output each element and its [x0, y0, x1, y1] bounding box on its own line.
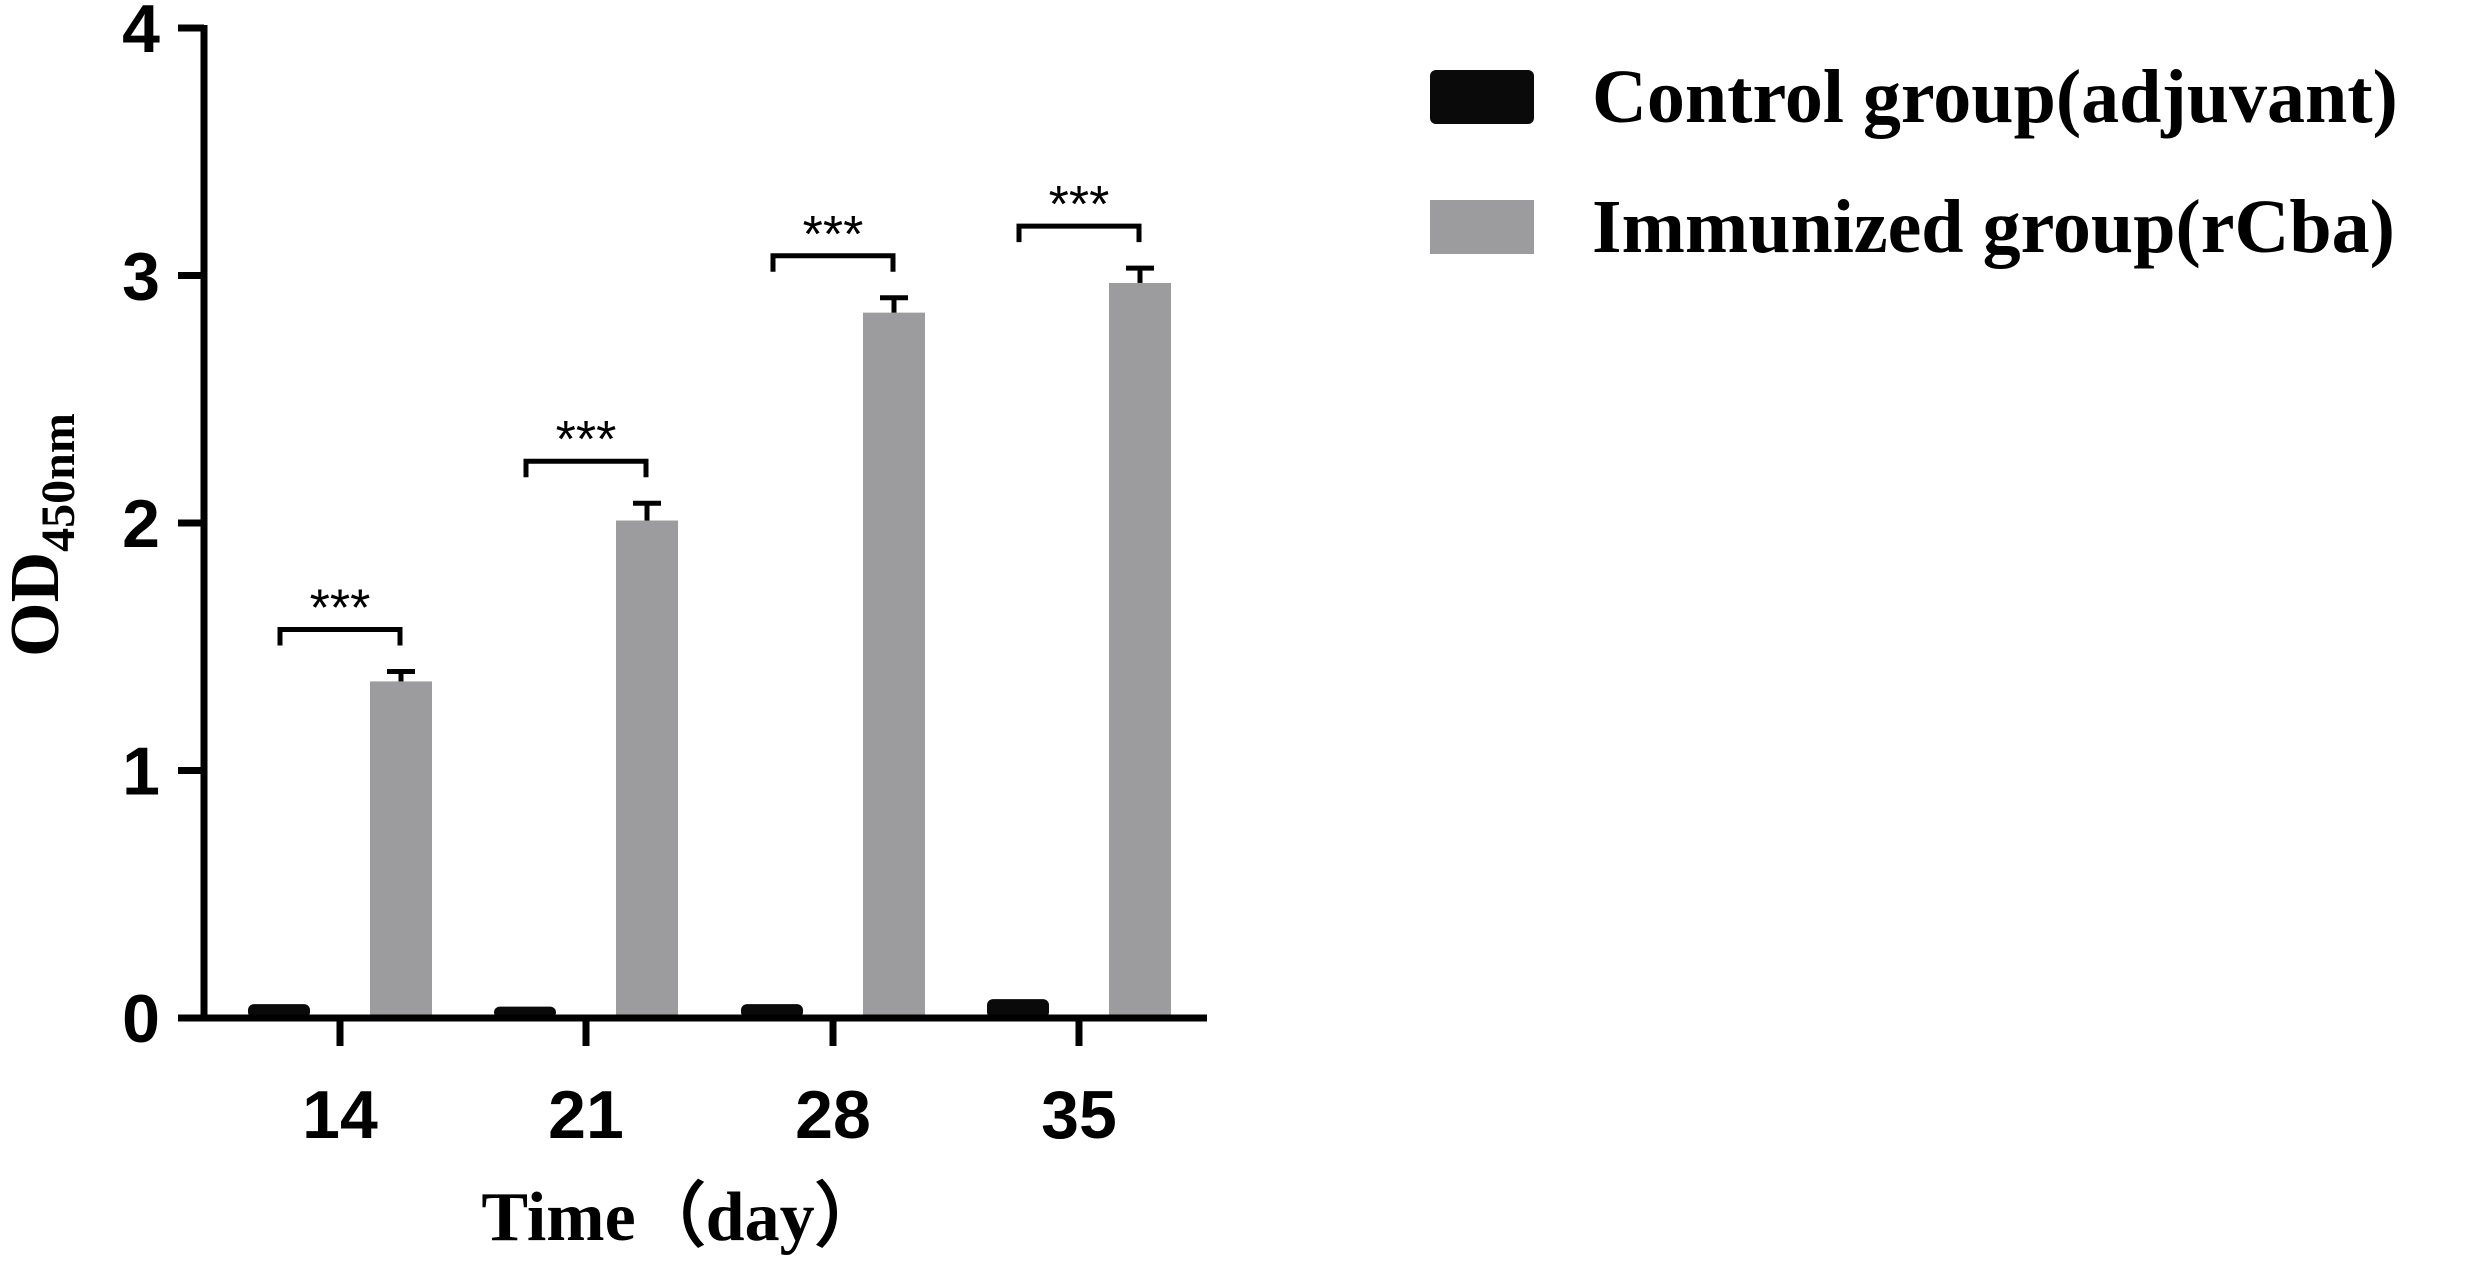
x-ticks: 14 21 28 35 [302, 1018, 1117, 1153]
y-tick-label: 0 [122, 981, 160, 1057]
significance-label: *** [1049, 176, 1110, 234]
y-axis-title-main: OD [0, 552, 74, 657]
x-tick-label: 14 [302, 1077, 378, 1153]
y-axis-title: OD450nm [0, 413, 85, 657]
bar-immunized [616, 520, 678, 1018]
x-tick-label: 35 [1041, 1077, 1117, 1153]
y-axis-title-subscript: 450nm [32, 413, 85, 552]
y-tick-label: 4 [122, 0, 160, 67]
y-tick-label: 1 [122, 734, 160, 810]
legend-swatch-control [1430, 70, 1534, 124]
significance-label: *** [310, 580, 371, 638]
x-tick-label: 28 [795, 1077, 871, 1153]
bar-immunized [1109, 282, 1171, 1018]
legend: Control group(adjuvant) Immunized group(r… [1430, 55, 2398, 269]
axes-layer [200, 25, 1207, 1022]
bar-control [987, 999, 1049, 1018]
significance-bracket [277, 627, 403, 646]
significance-bracket [770, 253, 896, 272]
x-axis-title: Time（day） [481, 1178, 884, 1256]
y-ticks: 0 1 2 3 4 [122, 0, 204, 1057]
significance-layer: *** *** *** *** [277, 176, 1142, 646]
legend-label-control: Control group(adjuvant) [1592, 55, 2398, 139]
bar-immunized [863, 312, 925, 1018]
y-tick-label: 2 [122, 486, 160, 562]
error-bars-layer [387, 265, 1154, 682]
x-tick-label: 21 [548, 1077, 624, 1153]
legend-swatch-immunized [1430, 200, 1534, 254]
y-tick-label: 3 [122, 239, 160, 315]
bar-immunized [370, 681, 432, 1018]
significance-bracket [523, 458, 649, 478]
significance-bracket [1016, 223, 1142, 243]
significance-label: *** [556, 411, 617, 469]
bars-layer [248, 282, 1171, 1018]
legend-label-immunized: Immunized group(rCba) [1592, 185, 2395, 269]
significance-label: *** [803, 206, 864, 264]
